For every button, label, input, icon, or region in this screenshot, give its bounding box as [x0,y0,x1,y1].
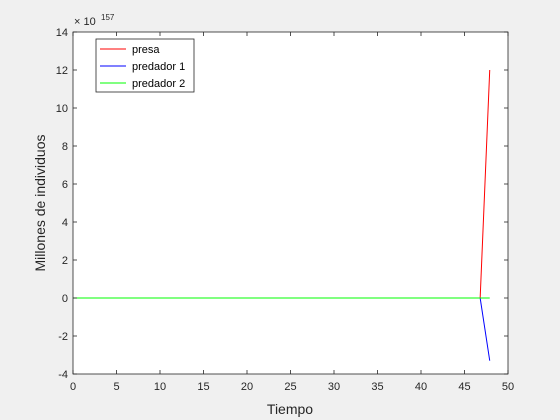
y-tick-label: 6 [62,179,68,191]
legend-label-presa: presa [132,44,160,56]
y-tick-label: 10 [56,103,68,115]
legend: presa predador 1 predador 2 [95,38,195,93]
y-exponent: × 10 157 [74,13,115,28]
y-tick-label: -2 [58,331,68,343]
x-tick-label: 0 [70,381,76,393]
x-tick-label: 25 [284,381,296,393]
y-tick-label: 8 [62,141,68,153]
x-axis-ticks: 0 5 10 15 20 25 30 35 40 45 50 [70,32,514,393]
x-axis-label: Tiempo [267,401,313,417]
x-tick-label: 10 [154,381,166,393]
x-tick-label: 50 [502,381,514,393]
y-exponent-base: × 10 [74,16,96,28]
y-tick-label: 12 [56,65,68,77]
x-tick-label: 15 [197,381,209,393]
x-tick-label: 5 [113,381,119,393]
y-exponent-power: 157 [101,13,115,22]
x-tick-label: 40 [415,381,427,393]
y-axis-ticks: -4 -2 0 2 4 6 8 10 12 14 [56,27,508,381]
y-tick-label: 0 [62,293,68,305]
y-tick-label: -4 [58,369,68,381]
y-tick-label: 4 [62,217,68,229]
y-tick-label: 2 [62,255,68,267]
x-tick-label: 30 [328,381,340,393]
y-tick-label: 14 [56,27,68,39]
series-layer [73,69,491,361]
legend-label-predador-1: predador 1 [132,61,185,73]
x-tick-label: 45 [458,381,470,393]
legend-label-predador-2: predador 2 [132,78,185,90]
x-tick-label: 20 [241,381,253,393]
y-axis-label: Millones de individuos [32,135,48,272]
x-tick-label: 35 [371,381,383,393]
